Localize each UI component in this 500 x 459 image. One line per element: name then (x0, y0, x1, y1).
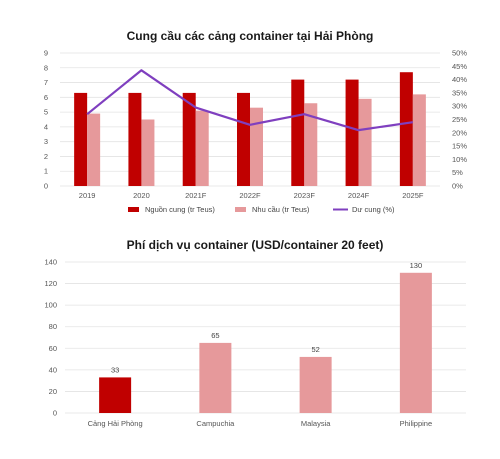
fee-bar (199, 342, 232, 413)
supply-demand-chart: Cung cầu các cảng container tại Hải Phòn… (44, 29, 468, 214)
x-tick-label: 2022F (239, 191, 261, 200)
legend-label: Dư cung (%) (352, 205, 395, 214)
y-tick-label: 8 (44, 63, 48, 72)
y-tick-label: 0 (53, 409, 57, 418)
y2-tick-label: 35% (452, 88, 467, 97)
y-tick-label: 140 (44, 258, 57, 267)
y2-tick-label: 50% (452, 49, 467, 58)
fee-bar (399, 272, 432, 413)
x-tick-label: 2021F (185, 191, 207, 200)
bar-supply (345, 79, 359, 186)
x-tick-label: Philippine (400, 419, 433, 428)
data-label: 33 (111, 365, 119, 374)
surplus-line (86, 69, 414, 132)
x-tick-label: 2024F (348, 191, 370, 200)
y-tick-label: 0 (44, 182, 48, 191)
x-tick-label: Cảng Hải Phòng (88, 419, 143, 428)
service-fee-chart: Phí dịch vụ container (USD/container 20 … (44, 238, 466, 428)
x-tick-label: Campuchia (196, 419, 235, 428)
y2-tick-label: 5% (452, 168, 463, 177)
y-tick-label: 80 (49, 322, 57, 331)
legend-label: Nhu cầu (tr Teus) (252, 205, 310, 214)
data-label: 65 (211, 331, 219, 340)
y-tick-label: 9 (44, 49, 48, 58)
bar-demand (412, 94, 426, 186)
bar-supply (182, 92, 196, 186)
y-tick-label: 60 (49, 344, 57, 353)
y2-tick-label: 0% (452, 182, 463, 191)
chart-title: Cung cầu các cảng container tại Hải Phòn… (127, 29, 374, 43)
bar-demand (195, 110, 209, 186)
data-label: 130 (410, 261, 423, 270)
bar-demand (87, 113, 101, 186)
bar-demand (250, 107, 263, 186)
fee-bar (99, 377, 132, 413)
y-tick-label: 120 (44, 279, 57, 288)
y-tick-label: 20 (49, 387, 57, 396)
y-tick-label: 40 (49, 365, 57, 374)
y2-tick-label: 25% (452, 115, 467, 124)
bar-demand (304, 103, 318, 186)
bar-demand (358, 98, 372, 186)
x-tick-label: 2023F (294, 191, 316, 200)
y-tick-label: 3 (44, 137, 48, 146)
y-tick-label: 2 (44, 152, 48, 161)
x-tick-label: Malaysia (301, 419, 331, 428)
legend-label: Nguồn cung (tr Teus) (145, 205, 215, 214)
bar-supply (399, 72, 413, 186)
bar-supply (237, 92, 250, 186)
y2-tick-label: 20% (452, 128, 467, 137)
x-tick-label: 2020 (133, 191, 150, 200)
x-tick-label: 2019 (79, 191, 96, 200)
y-tick-label: 4 (44, 122, 48, 131)
fee-bar (299, 356, 332, 413)
y-tick-label: 1 (44, 167, 48, 176)
data-label: 52 (311, 345, 319, 354)
bar-supply (291, 79, 305, 186)
bar-supply (128, 92, 142, 186)
y-tick-label: 6 (44, 93, 48, 102)
legend-swatch (128, 207, 139, 212)
legend-swatch (235, 207, 246, 212)
y2-tick-label: 40% (452, 75, 467, 84)
y-tick-label: 100 (44, 301, 57, 310)
y-tick-label: 7 (44, 78, 48, 87)
y2-tick-label: 45% (452, 62, 467, 71)
bar-supply (74, 92, 88, 186)
y-tick-label: 5 (44, 108, 48, 117)
chart-title: Phí dịch vụ container (USD/container 20 … (127, 238, 384, 252)
y2-tick-label: 15% (452, 142, 467, 151)
bar-demand (141, 119, 155, 186)
x-tick-label: 2025F (402, 191, 424, 200)
y2-tick-label: 10% (452, 155, 467, 164)
y2-tick-label: 30% (452, 102, 467, 111)
